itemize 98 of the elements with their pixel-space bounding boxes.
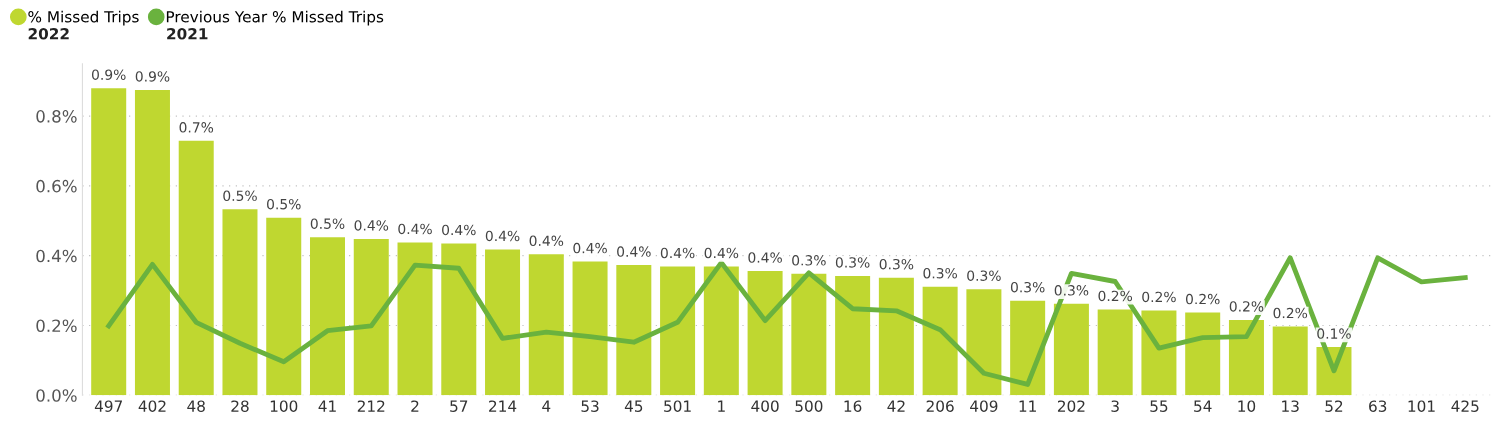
- data-label: 0.4%: [573, 242, 607, 254]
- data-label: 0.4%: [354, 220, 389, 231]
- bar: [572, 261, 608, 396]
- y-tick-label: 0.6%: [36, 179, 77, 193]
- bar: [703, 266, 739, 396]
- x-tick-label: 497: [94, 400, 122, 412]
- data-label: 0.4%: [442, 224, 476, 236]
- bar: [134, 89, 170, 396]
- data-label: 0.3%: [967, 270, 1001, 281]
- x-tick-label: 4: [542, 400, 551, 412]
- data-label: 0.4%: [485, 230, 520, 242]
- bar: [1272, 326, 1308, 396]
- bar: [91, 88, 127, 396]
- x-tick-label: 52: [1325, 400, 1343, 412]
- x-tick-label: 16: [844, 400, 862, 412]
- legend-label: % Missed Trips: [28, 10, 139, 26]
- x-tick-label: 10: [1238, 400, 1256, 412]
- bar: [1228, 319, 1264, 396]
- data-label: 0.2%: [1098, 290, 1133, 302]
- bar: [178, 140, 214, 396]
- data-label: 0.9%: [91, 69, 126, 80]
- bar: [441, 243, 477, 396]
- x-tick-label: 206: [926, 400, 954, 412]
- x-tick-label: 45: [624, 400, 643, 412]
- data-label: 0.4%: [529, 235, 564, 247]
- bar: [747, 271, 783, 396]
- data-label: 0.4%: [398, 223, 432, 235]
- data-label: 0.5%: [310, 218, 345, 229]
- y-tick-label: 0.0%: [36, 389, 77, 402]
- x-tick-label: 11: [1019, 400, 1036, 412]
- bar: [1010, 300, 1046, 396]
- x-tick-label: 501: [664, 400, 691, 412]
- text: 2022: [28, 27, 69, 40]
- data-label: 0.2%: [1273, 307, 1308, 319]
- x-tick-label: 42: [887, 400, 905, 412]
- data-label: 0.1%: [1317, 328, 1351, 339]
- y-tick-label: 0.4%: [36, 249, 77, 263]
- x-tick-label: 48: [187, 400, 205, 412]
- x-tick-label: 101: [1408, 400, 1435, 412]
- data-label: 0.3%: [792, 255, 826, 266]
- text: 2021: [167, 27, 208, 40]
- bar: [966, 289, 1002, 396]
- bar: [1141, 310, 1177, 396]
- x-tick-label: 100: [270, 400, 298, 412]
- bar: [528, 254, 564, 396]
- x-tick-label: 214: [489, 400, 517, 412]
- data-label: 0.3%: [1010, 281, 1045, 293]
- bar: [1053, 303, 1089, 396]
- x-tick-label: 409: [970, 400, 998, 412]
- x-tick-label: 41: [318, 400, 336, 412]
- bar: [397, 242, 433, 396]
- x-tick-label: 28: [231, 400, 249, 412]
- x-tick-label: 2: [411, 400, 419, 412]
- bar: [878, 277, 914, 396]
- data-label: 0.3%: [1054, 285, 1089, 296]
- data-label: 0.4%: [617, 246, 651, 257]
- bar: [353, 238, 389, 396]
- data-label: 0.2%: [1229, 301, 1264, 312]
- data-label: 0.3%: [923, 267, 958, 279]
- x-tick-label: 400: [751, 400, 779, 412]
- x-tick-label: 57: [450, 400, 468, 412]
- x-tick-label: 212: [357, 400, 385, 412]
- data-label: 0.5%: [223, 190, 257, 202]
- x-tick-label: 63: [1369, 400, 1387, 412]
- bar: [616, 265, 652, 396]
- data-label: 0.4%: [704, 247, 739, 259]
- bar: [660, 266, 696, 396]
- data-label: 0.4%: [748, 252, 782, 263]
- data-label: 0.9%: [135, 71, 170, 82]
- y-tick-label: 0.2%: [36, 319, 77, 333]
- data-label: 0.3%: [835, 257, 870, 268]
- bar: [310, 237, 345, 396]
- x-tick-label: 402: [138, 400, 166, 412]
- bar: [222, 209, 258, 396]
- legend-label: Previous Year % Missed Trips: [166, 10, 384, 26]
- bar: [791, 273, 827, 396]
- bar: [1185, 312, 1221, 396]
- data-label: 0.2%: [1142, 291, 1176, 303]
- x-tick-label: 3: [1111, 400, 1119, 412]
- x-tick-label: 1: [718, 400, 725, 412]
- bar: [1097, 309, 1133, 396]
- x-tick-label: 425: [1451, 400, 1479, 412]
- x-tick-label: 55: [1150, 400, 1168, 412]
- data-label: 0.2%: [1185, 293, 1220, 305]
- bar: [922, 286, 958, 396]
- bar: [485, 249, 521, 396]
- x-tick-label: 500: [795, 400, 823, 412]
- data-label: 0.7%: [179, 122, 214, 133]
- x-tick-label: 202: [1057, 400, 1085, 412]
- data-label: 0.3%: [879, 258, 914, 270]
- x-tick-label: 54: [1194, 400, 1212, 412]
- x-tick-label: 13: [1282, 400, 1299, 412]
- bar: [835, 275, 871, 396]
- x-tick-label: 53: [581, 400, 599, 412]
- data-label: 0.5%: [267, 198, 301, 210]
- y-tick-label: 0.8%: [36, 110, 77, 123]
- data-label: 0.4%: [660, 247, 695, 259]
- bar: [266, 217, 302, 396]
